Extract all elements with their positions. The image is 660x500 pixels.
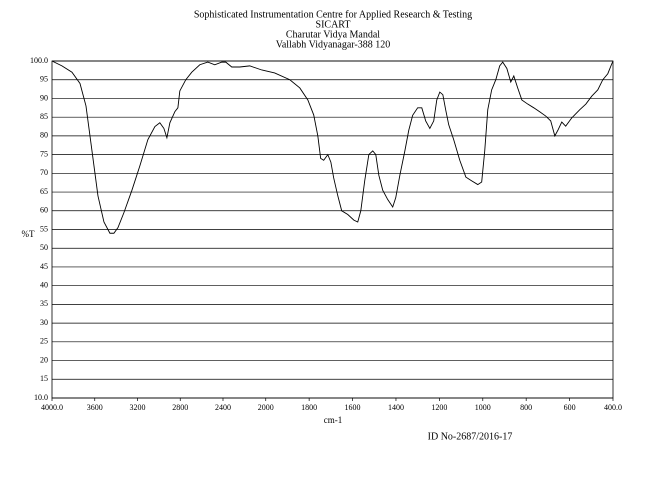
x-tick-label: 600 xyxy=(564,403,576,412)
x-tick-label: 3200 xyxy=(129,403,145,412)
chart-subtitle: Vallabh Vidyanagar-388 120 xyxy=(276,39,391,50)
chart-subtitle: Charutar Vidya Mandal xyxy=(286,29,380,40)
y-tick-label: 75 xyxy=(40,149,48,158)
x-tick-label: 1600 xyxy=(345,403,361,412)
y-tick-label: 45 xyxy=(40,262,48,271)
y-tick-label: 65 xyxy=(40,187,48,196)
x-tick-label: 3600 xyxy=(87,403,103,412)
x-tick-label: 2000 xyxy=(258,403,274,412)
y-axis-label: %T xyxy=(22,229,35,239)
y-tick-label: 30 xyxy=(40,318,48,327)
x-tick-label: 1400 xyxy=(388,403,404,412)
x-tick-label: 400.0 xyxy=(604,403,622,412)
y-tick-label: 10.0 xyxy=(34,393,48,402)
y-tick-label: 80 xyxy=(40,131,48,140)
x-tick-label: 2400 xyxy=(215,403,231,412)
y-tick-label: 70 xyxy=(40,168,48,177)
chart-title: Sophisticated Instrumentation Centre for… xyxy=(194,9,472,20)
y-tick-label: 40 xyxy=(40,280,48,289)
y-tick-label: 50 xyxy=(40,243,48,252)
chart-subtitle: SICART xyxy=(316,19,351,30)
x-tick-label: 800 xyxy=(520,403,532,412)
y-tick-label: 90 xyxy=(40,93,48,102)
spectrum-line xyxy=(51,60,614,234)
x-tick-label: 2800 xyxy=(172,403,188,412)
x-axis-label: cm-1 xyxy=(324,415,343,425)
y-tick-label: 25 xyxy=(40,337,48,346)
plot-frame xyxy=(51,60,614,399)
y-tick-label: 15 xyxy=(40,374,48,383)
y-tick-label: 95 xyxy=(40,75,48,84)
y-tick-label: 60 xyxy=(40,206,48,215)
x-tick-label: 4000.0 xyxy=(41,403,63,412)
y-tick-label: 55 xyxy=(40,224,48,233)
annotation: ID No-2687/2016-17 xyxy=(428,431,513,442)
x-tick-label: 1800 xyxy=(301,403,317,412)
y-tick-label: 85 xyxy=(40,112,48,121)
x-tick-label: 1000 xyxy=(475,403,491,412)
x-tick-label: 1200 xyxy=(431,403,447,412)
y-tick-label: 100.0 xyxy=(30,56,48,65)
y-tick-label: 35 xyxy=(40,299,48,308)
y-tick-label: 20 xyxy=(40,355,48,364)
